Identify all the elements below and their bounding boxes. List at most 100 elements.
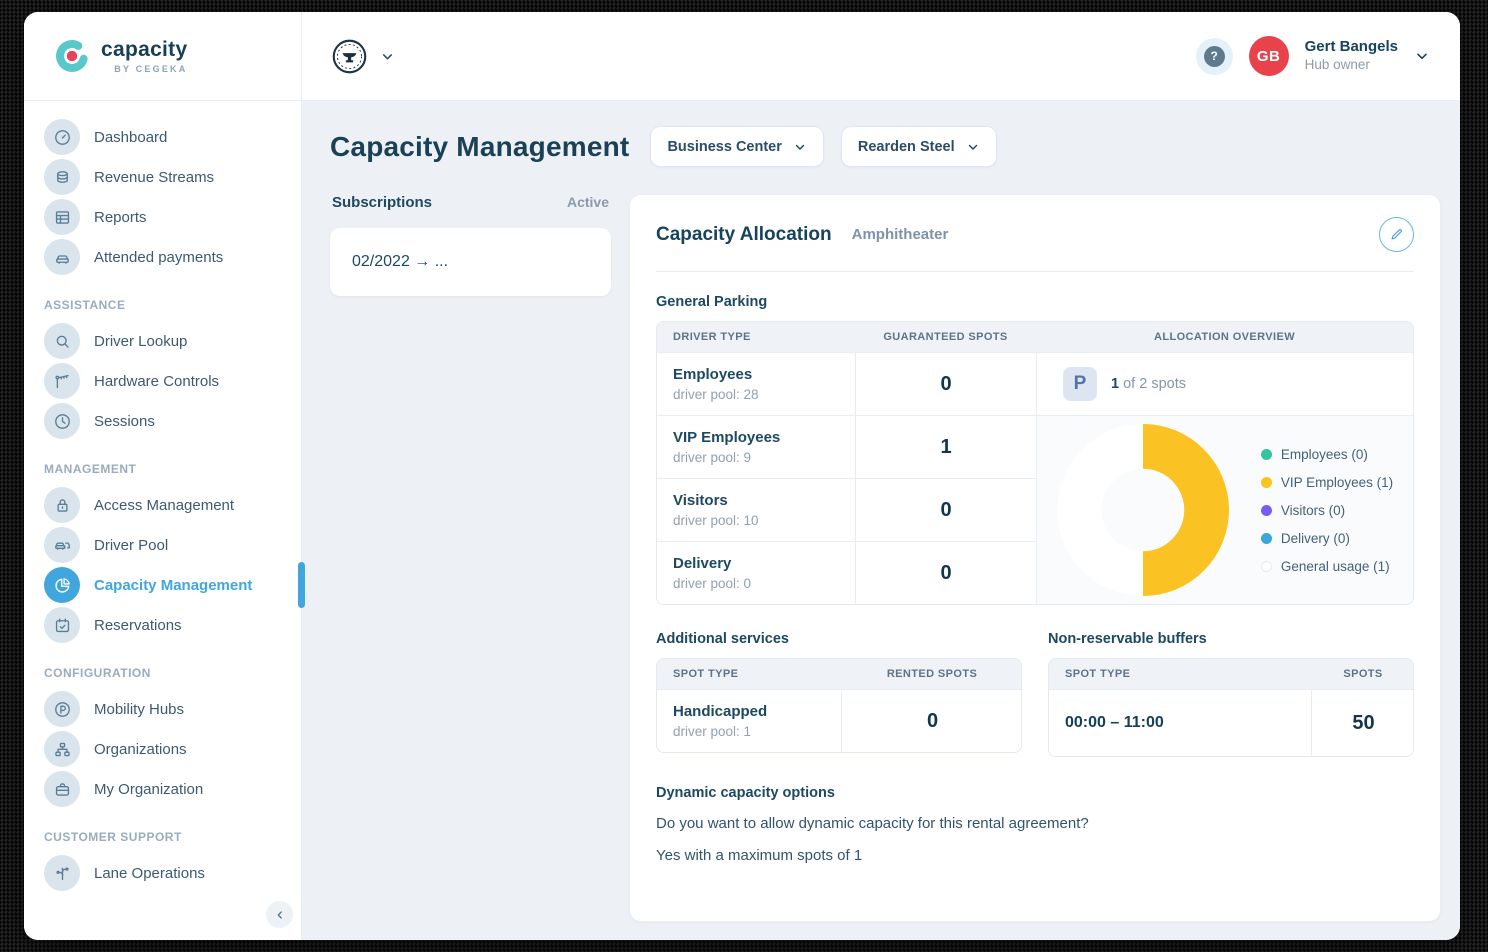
driver-type-cell: Employees driver pool: 28 [657, 352, 855, 415]
sidebar-item-lane-operations[interactable]: Lane Operations [24, 853, 301, 893]
guaranteed-spots-cell: 0 [855, 478, 1036, 541]
sidebar-item-label: Dashboard [94, 128, 168, 146]
legend-label: General usage (1) [1280, 558, 1390, 574]
brand-logo-block: capacity BY CEGEKA [24, 12, 301, 101]
chevron-left-icon [277, 910, 282, 919]
user-role: Hub owner [1304, 56, 1370, 72]
sidebar-item-label: Reservations [94, 616, 182, 634]
driver-pool-count: driver pool: 28 [673, 387, 759, 402]
sidebar-item-label: Access Management [94, 496, 235, 514]
guaranteed-spots-cell: 0 [855, 541, 1036, 604]
sidebar-item-organizations[interactable]: Organizations [24, 729, 301, 769]
column-header-driver-type: DRIVER TYPE [657, 322, 855, 352]
sidebar-item-label: Capacity Management [94, 576, 253, 594]
sidebar-item-access-management[interactable]: Access Management [24, 485, 301, 525]
pencil-icon [1391, 229, 1402, 240]
brand-tagline: BY CEGEKA [114, 63, 188, 74]
column-header-spots: SPOTS [1311, 659, 1413, 689]
buffers-table: SPOT TYPE SPOTS 00:00 – 11:00 50 [1048, 658, 1414, 757]
sidebar-item-dashboard[interactable]: Dashboard [24, 117, 301, 157]
chevron-down-icon [380, 49, 395, 64]
cars-icon [44, 527, 80, 563]
legend-dot [1260, 448, 1272, 460]
capacity-logo-icon [54, 38, 90, 74]
sidebar-item-hardware-controls[interactable]: Hardware Controls [24, 361, 301, 401]
filter-dropdown-rearden-steel[interactable]: Rearden Steel [840, 126, 997, 167]
legend-item-employees: Employees (0) [1260, 446, 1393, 462]
sidebar-item-label: Attended payments [94, 248, 224, 266]
parking-icon: P [1063, 367, 1097, 401]
sidebar-item-label: Hardware Controls [94, 372, 220, 390]
sidebar-item-attended-payments[interactable]: Attended payments [24, 237, 301, 277]
main-content: Capacity Management Business Center Reard… [302, 101, 1460, 940]
chart-legend: Employees (0) VIP Employees (1) Visitors (… [1260, 446, 1394, 574]
sidebar-item-mobility-hubs[interactable]: Mobility Hubs [24, 689, 301, 729]
sidebar-nav: Dashboard Revenue Streams Reports Attended … [24, 101, 305, 940]
nav-section-customer-support: CUSTOMER SUPPORT [44, 830, 182, 844]
page-title: Capacity Management [330, 130, 630, 162]
allocation-subtitle: Amphitheater [851, 226, 949, 243]
hub-selector[interactable] [332, 39, 395, 74]
sidebar-item-revenue-streams[interactable]: Revenue Streams [24, 157, 301, 197]
column-header-spot-type: SPOT TYPE [657, 659, 841, 689]
legend-dot [1260, 504, 1272, 516]
legend-label: Visitors (0) [1280, 502, 1346, 518]
spot-type-cell: 00:00 – 11:00 [1049, 689, 1311, 756]
allocation-title: Capacity Allocation [656, 223, 832, 245]
sidebar-item-sessions[interactable]: Sessions [24, 401, 301, 441]
sidebar-item-label: Mobility Hubs [94, 700, 185, 718]
dynamic-capacity-section: Dynamic capacity options Do you want to … [656, 785, 1414, 868]
subscription-item[interactable]: 02/2022 → ... [330, 228, 611, 296]
legend-label: Delivery (0) [1280, 530, 1350, 546]
additional-services-table: SPOT TYPE RENTED SPOTS Handicapped driver p… [656, 658, 1022, 753]
column-header-guaranteed-spots: GUARANTEED SPOTS [855, 322, 1036, 352]
subscriptions-status-filter[interactable]: Active [566, 194, 609, 210]
sidebar-item-label: Driver Lookup [94, 332, 188, 350]
sidebar-item-my-organization[interactable]: My Organization [24, 769, 301, 809]
filter-dropdown-business-center[interactable]: Business Center [650, 126, 824, 167]
dynamic-heading: Dynamic capacity options [656, 785, 835, 801]
nav-section-assistance: ASSISTANCE [44, 298, 126, 312]
driver-type-name: Employees [673, 366, 753, 383]
legend-item-general-usage: General usage (1) [1260, 558, 1393, 574]
chevron-down-icon [966, 140, 980, 154]
driver-type-name: Delivery [673, 555, 732, 572]
sidebar-item-reservations[interactable]: Reservations [24, 605, 301, 645]
help-button[interactable]: ? [1195, 37, 1233, 75]
pie-chart-icon [44, 567, 80, 603]
user-name: Gert Bangels [1304, 38, 1398, 56]
buffers-section: Non-reservable buffers SPOT TYPE SPOTS 00:… [1048, 631, 1414, 757]
additional-services-heading: Additional services [656, 631, 789, 647]
user-menu-chevron-icon[interactable] [1414, 48, 1430, 64]
active-item-indicator [298, 562, 305, 608]
sidebar-collapse-button[interactable] [266, 901, 293, 928]
chevron-down-icon [793, 140, 807, 154]
driver-type-cell: Delivery driver pool: 0 [657, 541, 855, 604]
sidebar-item-driver-pool[interactable]: Driver Pool [24, 525, 301, 565]
edit-button[interactable] [1379, 217, 1414, 252]
general-parking-table: DRIVER TYPE GUARANTEED SPOTS ALLOCATION OV… [656, 321, 1414, 605]
spots-usage-text: 1 of 2 spots [1111, 376, 1186, 392]
driver-type-cell: Visitors driver pool: 10 [657, 478, 855, 541]
legend-label: Employees (0) [1280, 446, 1368, 462]
sidebar-item-driver-lookup[interactable]: Driver Lookup [24, 321, 301, 361]
sidebar-item-reports[interactable]: Reports [24, 197, 301, 237]
avatar[interactable]: GB [1248, 36, 1289, 76]
guaranteed-spots-cell: 0 [855, 352, 1036, 415]
search-icon [44, 323, 80, 359]
coins-icon [44, 159, 80, 195]
dynamic-answer: Yes with a maximum spots of 1 [656, 847, 863, 864]
sidebar-item-label: My Organization [94, 780, 204, 798]
sidebar: capacity BY CEGEKA Dashboard Revenue Stre… [24, 12, 305, 940]
legend-label: VIP Employees (1) [1280, 474, 1394, 490]
lock-icon [44, 487, 80, 523]
column-header-rented-spots: RENTED SPOTS [841, 659, 1021, 689]
driver-pool-count: driver pool: 0 [673, 576, 752, 591]
general-parking-heading: General Parking [656, 294, 768, 310]
parking-circle-icon [44, 691, 80, 727]
donut-chart [1056, 424, 1229, 596]
sidebar-item-capacity-management[interactable]: Capacity Management [24, 562, 305, 608]
barrier-icon [44, 363, 80, 399]
filter-label: Business Center [667, 138, 782, 155]
clock-icon [44, 403, 80, 439]
